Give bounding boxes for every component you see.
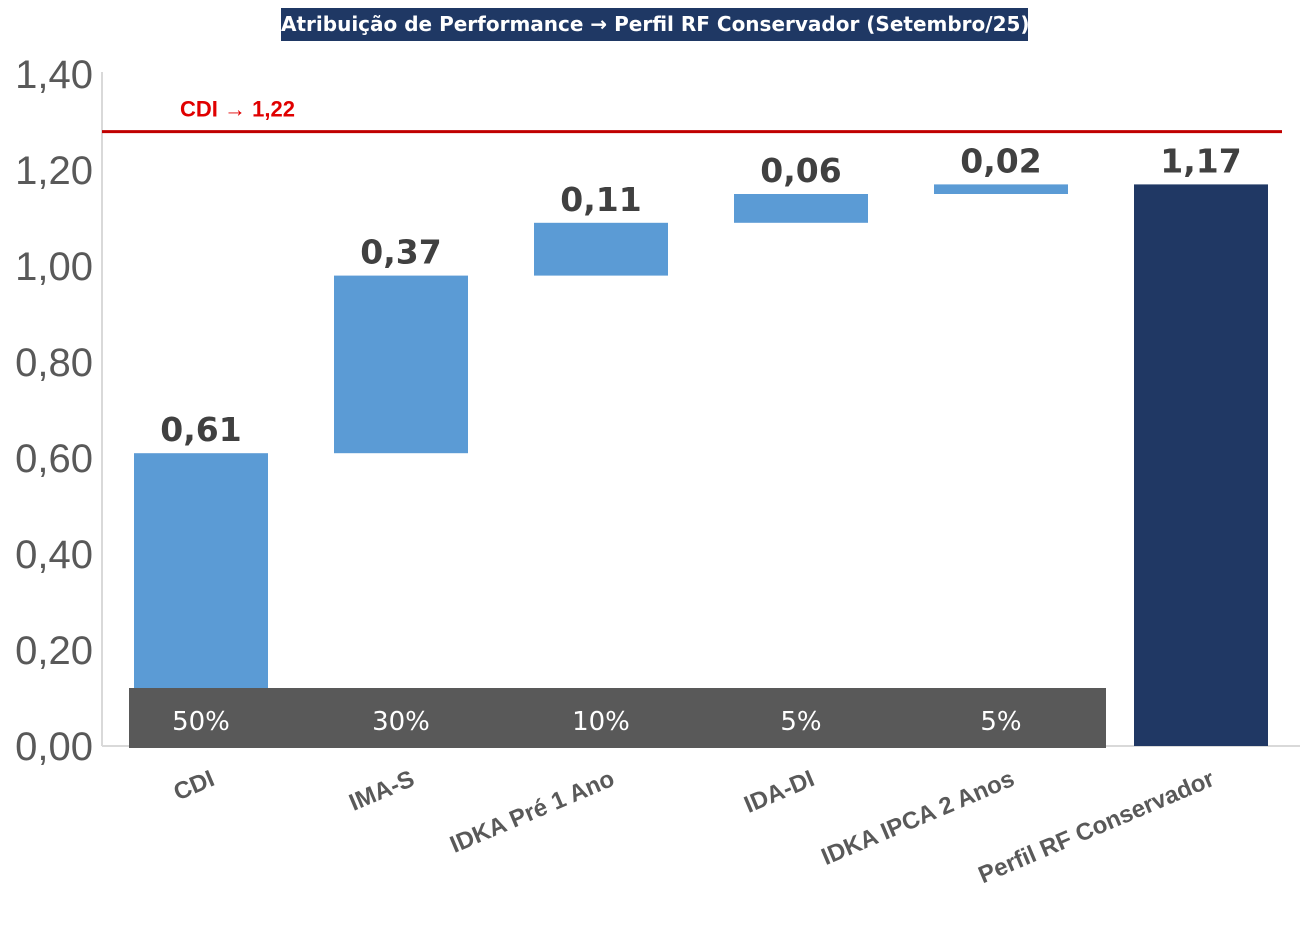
increment-bar — [534, 222, 668, 276]
weight-label: 30% — [372, 707, 430, 737]
y-tick-label: 1,00 — [15, 245, 93, 289]
value-label: 1,17 — [1160, 141, 1241, 180]
increment-bar — [334, 275, 468, 454]
y-tick-label: 1,20 — [15, 149, 93, 193]
weight-label: 50% — [172, 707, 230, 737]
y-tick-label: 0,40 — [15, 533, 93, 577]
category-label: IMA-S — [345, 765, 418, 816]
increment-bar — [734, 194, 868, 223]
weights-band: 50% 30% 10% 5% 5% — [129, 688, 1106, 748]
y-tick-label: 0,20 — [15, 629, 93, 673]
bars — [134, 184, 1268, 746]
value-labels: 0,61 0,37 0,11 0,06 0,02 1,17 — [160, 141, 1241, 449]
increment-bar — [934, 184, 1068, 194]
y-tick-label: 0,60 — [15, 437, 93, 481]
value-label: 0,61 — [160, 410, 241, 449]
y-tick-label: 0,00 — [15, 725, 93, 769]
category-label: IDA-DI — [740, 765, 818, 819]
category-labels: CDI IMA-S IDKA Pré 1 Ano IDA-DI IDKA IPCA 2 … — [170, 765, 1219, 889]
y-tick-label: 1,40 — [15, 53, 93, 97]
category-label: CDI — [170, 765, 219, 806]
chart-title: Atribuição de Performance → Perfil RF Co… — [281, 8, 1030, 41]
weight-label: 10% — [572, 707, 630, 737]
category-label: IDKA Pré 1 Ano — [446, 765, 618, 858]
y-axis-ticks: 0,00 0,20 0,40 0,60 0,80 1,00 1,20 1,40 — [15, 53, 93, 769]
weight-label: 5% — [780, 707, 821, 737]
value-label: 0,02 — [960, 141, 1041, 180]
weight-label: 5% — [980, 707, 1021, 737]
reference-line-label: CDI → 1,22 — [180, 97, 295, 122]
reference-line-group: CDI → 1,22 — [102, 97, 1282, 134]
value-label: 0,11 — [560, 180, 641, 219]
y-tick-label: 0,80 — [15, 341, 93, 385]
total-bar — [1134, 184, 1268, 746]
weights-band-bg — [129, 688, 1106, 748]
category-label: IDKA IPCA 2 Anos — [818, 765, 1019, 871]
value-label: 0,06 — [760, 151, 841, 190]
value-label: 0,37 — [360, 233, 441, 272]
